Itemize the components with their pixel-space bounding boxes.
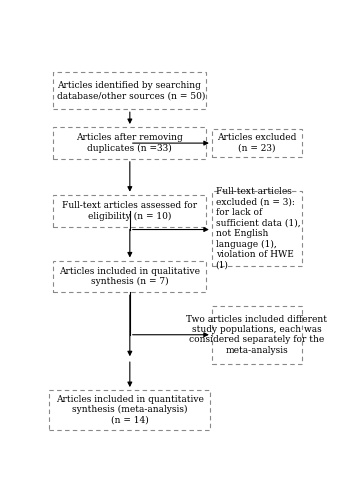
FancyBboxPatch shape	[53, 127, 207, 159]
FancyBboxPatch shape	[53, 195, 207, 227]
FancyBboxPatch shape	[212, 191, 302, 266]
Text: Articles after removing
duplicates (n =33): Articles after removing duplicates (n =3…	[76, 133, 183, 153]
FancyBboxPatch shape	[212, 305, 302, 364]
FancyBboxPatch shape	[212, 129, 302, 157]
Text: Full-text articles
excluded (n = 3):
for lack of
sufficient data (1),
not Englis: Full-text articles excluded (n = 3): for…	[216, 187, 300, 269]
Text: Articles excluded
(n = 23): Articles excluded (n = 23)	[217, 133, 296, 153]
Text: Articles included in quantitative
synthesis (meta-analysis)
(n = 14): Articles included in quantitative synthe…	[56, 395, 204, 425]
FancyBboxPatch shape	[53, 72, 207, 109]
Text: Articles included in qualitative
synthesis (n = 7): Articles included in qualitative synthes…	[59, 267, 200, 286]
FancyBboxPatch shape	[53, 261, 207, 292]
Text: Articles identified by searching
database/other sources (n = 50): Articles identified by searching databas…	[57, 81, 206, 100]
Text: Full-text articles assessed for
eligibility (n = 10): Full-text articles assessed for eligibil…	[62, 201, 197, 221]
FancyBboxPatch shape	[49, 390, 210, 429]
Text: Two articles included different
study populations, each was
considered separatel: Two articles included different study po…	[186, 315, 327, 355]
